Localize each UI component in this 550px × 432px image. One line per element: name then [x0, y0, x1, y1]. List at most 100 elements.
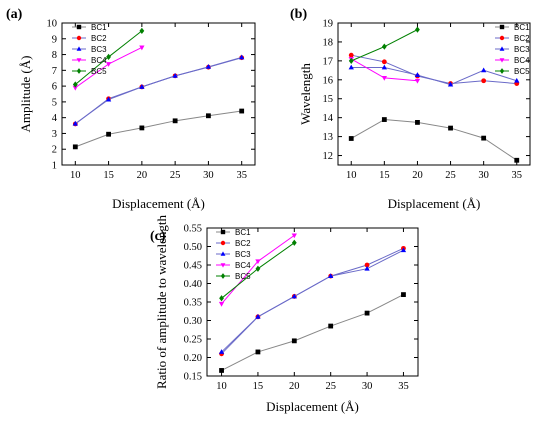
panel-label: (b)	[290, 7, 307, 22]
series-line	[351, 66, 517, 86]
legend-marker	[220, 263, 226, 268]
data-point	[514, 157, 520, 163]
data-point	[348, 52, 354, 58]
series-line	[75, 110, 242, 148]
data-point	[381, 75, 387, 81]
x-tick-label: 35	[398, 381, 409, 392]
legend: BC1 BC2 BC3 BC4 BC5	[216, 228, 251, 281]
series-bc1	[348, 117, 520, 163]
series-line	[75, 56, 242, 125]
x-tick-label: 30	[203, 170, 214, 181]
legend-label: BC4	[91, 56, 107, 65]
y-tick-label: 16	[323, 75, 334, 86]
legend-marker	[220, 273, 226, 279]
x-axis-title: Displacement (Å)	[388, 196, 481, 211]
legend-marker	[76, 35, 82, 41]
legend-label: BC3	[235, 250, 251, 259]
y-axis-title: Wavelength	[298, 63, 313, 125]
y-tick-label: 18	[323, 37, 334, 48]
x-tick-label: 20	[137, 170, 148, 181]
legend-label: BC1	[235, 228, 251, 237]
data-point	[381, 59, 387, 65]
legend-marker	[76, 46, 82, 51]
legend-marker	[499, 46, 505, 51]
data-point	[106, 53, 111, 61]
legend-marker	[499, 68, 505, 74]
legend: BC1 BC2 BC3 BC4 BC5	[495, 23, 530, 76]
y-tick-label: 5	[52, 97, 57, 108]
legend-label: BC2	[514, 34, 530, 43]
data-point	[364, 265, 370, 271]
series-bc1	[72, 108, 245, 150]
data-point	[139, 125, 145, 131]
data-point	[105, 62, 112, 67]
data-point	[414, 72, 421, 77]
series-bc3	[72, 54, 245, 126]
plot-frame	[61, 22, 256, 166]
legend-label: BC4	[514, 56, 530, 65]
data-point	[139, 27, 145, 35]
y-tick-label: 13	[323, 132, 334, 143]
legend-marker	[76, 24, 82, 30]
series-bc5	[219, 239, 297, 302]
y-tick-label: 0.50	[184, 242, 202, 253]
data-point	[106, 131, 111, 137]
data-point	[328, 273, 334, 279]
legend-label: BC4	[235, 261, 251, 270]
x-tick-label: 15	[379, 170, 390, 181]
legend-label: BC5	[91, 67, 107, 76]
panel-label: (c)	[150, 229, 166, 244]
data-point	[219, 295, 224, 302]
data-point	[291, 293, 297, 299]
series-bc2	[72, 55, 245, 127]
x-tick-label: 25	[170, 170, 181, 181]
legend-label: BC1	[91, 23, 107, 32]
data-point	[364, 262, 370, 268]
x-tick-label: 30	[362, 381, 373, 392]
data-point	[172, 72, 178, 78]
data-point	[414, 78, 421, 84]
data-point	[172, 118, 178, 124]
data-point	[72, 81, 78, 88]
legend-label: BC3	[91, 45, 107, 54]
x-tick-label: 15	[103, 170, 114, 181]
data-point	[481, 67, 487, 73]
data-point	[239, 108, 245, 114]
data-point	[105, 96, 112, 102]
data-point	[514, 77, 520, 83]
y-tick-label: 15	[323, 94, 334, 105]
data-point	[381, 64, 387, 70]
x-tick-label: 15	[253, 381, 264, 392]
plot-frame	[337, 22, 531, 166]
data-point	[364, 310, 370, 316]
y-tick-label: 14	[323, 113, 334, 124]
data-point	[206, 113, 211, 119]
data-point	[255, 349, 261, 355]
series-bc3	[218, 247, 407, 354]
x-tick-label: 25	[325, 381, 336, 392]
data-point	[448, 125, 453, 131]
chart-panel-c: (c) 10 15 20 25 30 35 0.15 0.20 0.25 0.30 0.35 0.40 0…	[150, 214, 419, 414]
series-bc5	[348, 26, 420, 64]
legend-label: BC1	[514, 23, 530, 32]
y-tick-label: 3	[52, 129, 57, 140]
x-tick-label: 25	[445, 170, 456, 181]
x-tick-label: 20	[412, 170, 423, 181]
y-tick-label: 0.35	[184, 298, 202, 309]
series-bc4	[72, 45, 145, 91]
x-tick-label: 10	[346, 170, 357, 181]
series-bc3	[348, 64, 520, 87]
series-line	[221, 294, 404, 371]
data-point	[415, 120, 420, 125]
legend-label: BC2	[91, 34, 107, 43]
data-point	[401, 292, 406, 297]
y-tick-label: 17	[323, 56, 334, 67]
legend-marker	[76, 58, 82, 63]
series-line	[221, 249, 404, 353]
y-tick-label: 0.15	[184, 372, 202, 383]
legend-label: BC3	[514, 45, 530, 54]
legend-marker	[220, 251, 226, 256]
y-tick-label: 4	[52, 113, 58, 124]
data-point	[139, 84, 145, 89]
